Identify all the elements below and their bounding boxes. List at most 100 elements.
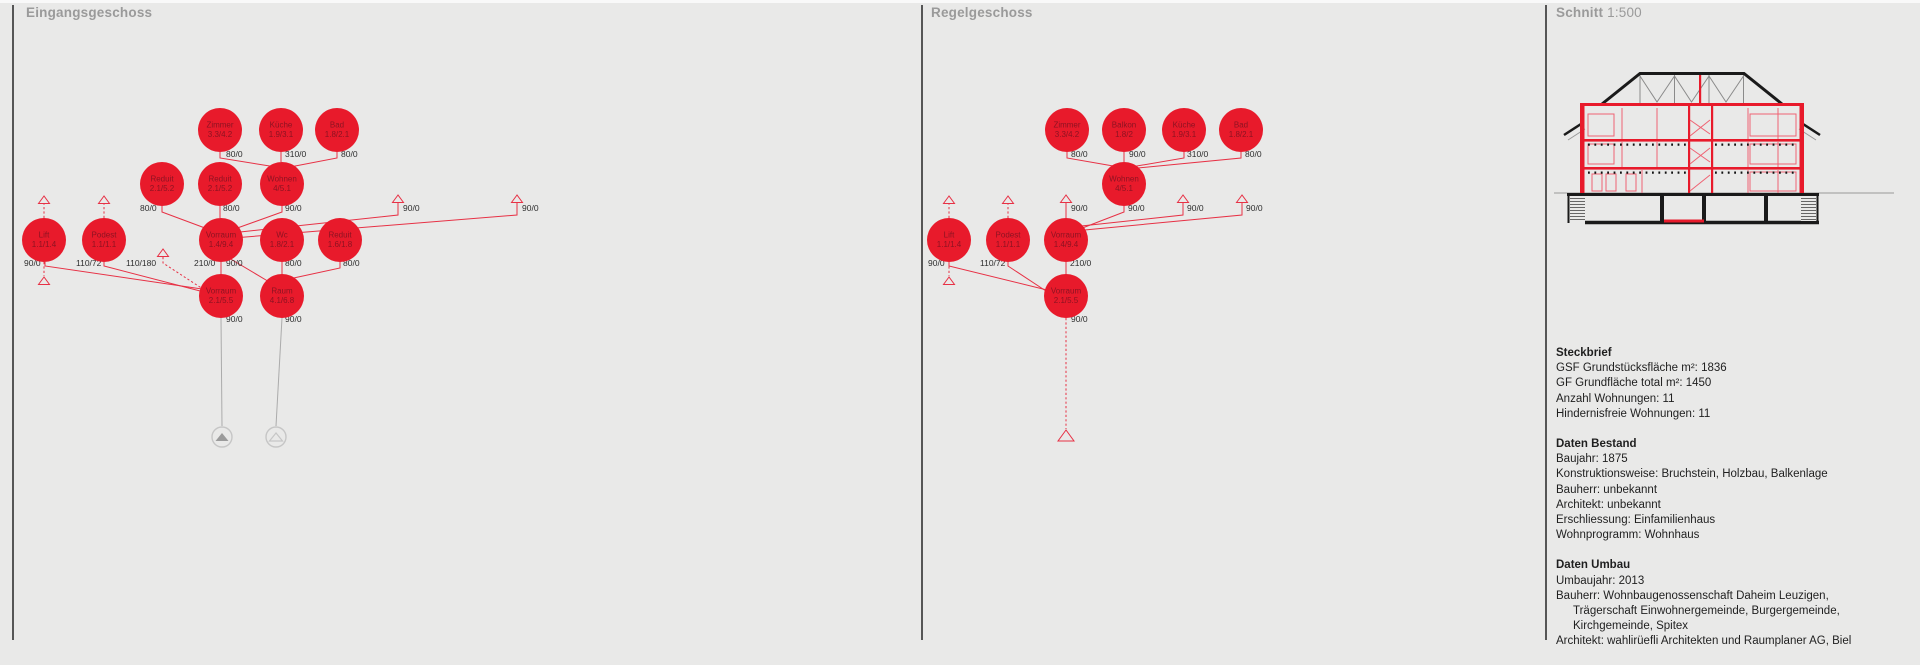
- room-node-label: Bad 1.8/2.1: [1229, 121, 1254, 140]
- room-node-label: Wc 1.8/2.1: [270, 231, 295, 250]
- info-line: Architekt: unbekannt: [1556, 498, 1661, 511]
- room-node: [260, 218, 304, 262]
- edge-label: 210/0: [194, 258, 216, 268]
- page-top-strip: [0, 0, 1920, 3]
- info-line: Kirchgemeinde, Spitex: [1573, 620, 1689, 633]
- panel-title-eingangsgeschoss: Eingangsgeschoss: [26, 5, 153, 20]
- basement-red-slab: [1664, 219, 1704, 223]
- interior-partitions: [1587, 108, 1797, 193]
- room-node-label: Vorraum 2.1/5.5: [206, 287, 237, 306]
- info-line: GF Grundfläche total m²: 1450: [1556, 377, 1712, 390]
- edge-label: 90/0: [226, 314, 243, 324]
- info-line: Umbaujahr: 2013: [1556, 574, 1645, 587]
- info-line: Baujahr: 1875: [1556, 453, 1628, 466]
- edge-label: 310/0: [285, 149, 307, 159]
- edge-label: 90/0: [1129, 149, 1146, 159]
- room-node: [927, 218, 971, 262]
- connection-line: [289, 152, 338, 168]
- edge-label: 80/0: [226, 149, 243, 159]
- direction-arrow: [37, 195, 51, 204]
- info-line: Architekt: wahlirüefli Architekten und R…: [1556, 635, 1852, 648]
- edge-label: 90/0: [928, 258, 945, 268]
- stair-exit-circle: [265, 426, 287, 448]
- edge-label: 90/0: [285, 314, 302, 324]
- basement-stair-left: [1570, 196, 1585, 221]
- connection-line: [230, 203, 399, 234]
- room-node-label: Küche 1.9/3.1: [269, 121, 294, 140]
- room-node: [1162, 108, 1206, 152]
- direction-arrow: [391, 194, 405, 203]
- edge-label: 90/0: [285, 203, 302, 213]
- direction-arrow: [97, 195, 111, 204]
- direction-arrow: [37, 276, 51, 285]
- edge-label: 90/0: [24, 258, 41, 268]
- edge-label: 80/0: [140, 203, 157, 213]
- edge-label: 310/0: [1187, 149, 1209, 159]
- room-node-label: Wohnen 4/5.1: [1109, 175, 1139, 194]
- room-node-label: Vorraum 1.4/9.4: [206, 231, 237, 250]
- connection-line: [228, 257, 272, 284]
- info-line: Konstruktionsweise: Bruchstein, Holzbau,…: [1556, 468, 1828, 481]
- connection-line: [1071, 203, 1184, 228]
- exit-line: [275, 317, 283, 427]
- connection-line: [219, 152, 277, 168]
- edge-label: 80/0: [343, 258, 360, 268]
- edge-label: 110/72: [980, 258, 1006, 268]
- info-sections: Steckbrief GSF Grundstücksfläche m²: 1836…: [1556, 346, 1916, 665]
- room-node-label: Podest 1.1/1.1: [92, 231, 118, 250]
- connection-line: [162, 257, 207, 292]
- info-line: Bauherr: Wohnbaugenossenschaft Daheim Le…: [1556, 589, 1829, 602]
- stair-exit-triangle: [268, 432, 284, 442]
- exit-line: [220, 317, 223, 427]
- info-line: GSF Grundstücksfläche m²: 1836: [1556, 362, 1727, 375]
- room-node-label: Vorraum 2.1/5.5: [1051, 287, 1082, 306]
- room-node-label: Reduit 1.6/1.8: [328, 231, 353, 250]
- direction-arrow: [1059, 194, 1073, 203]
- stair-exit-circle: [211, 426, 233, 448]
- room-node-label: Reduit 2.1/5.2: [150, 175, 175, 194]
- connection-line: [288, 262, 341, 280]
- edge-label: 90/0: [226, 258, 243, 268]
- edge-label: 110/180: [126, 258, 156, 268]
- room-node: [260, 274, 304, 318]
- room-node-label: Zimmer 3.3/4.2: [1053, 121, 1080, 140]
- room-node-label: Reduit 2.1/5.2: [208, 175, 233, 194]
- connection-line: [228, 206, 283, 232]
- room-node: [1102, 162, 1146, 206]
- room-node: [259, 108, 303, 152]
- info-line: Trägerschaft Einwohnergemeinde, Burgerge…: [1573, 605, 1840, 618]
- basement: [1567, 193, 1819, 225]
- room-node-label: Bad 1.8/2.1: [325, 121, 350, 140]
- room-node: [199, 274, 243, 318]
- info-heading: Daten Bestand: [1556, 438, 1637, 451]
- bubble-diagrams-canvas: 80/0 310/0 80/0 80/0 80/0 90/0 90/0 90/0 90/0 110…: [22, 108, 1263, 448]
- edge-label: 80/0: [1245, 149, 1262, 159]
- info-line: Bauherr: unbekannt: [1556, 483, 1658, 496]
- info-line: Hindernisfreie Wohnungen: 11: [1556, 407, 1711, 420]
- room-node-label: Raum 4.1/6.8: [270, 287, 295, 306]
- direction-arrow: [156, 248, 170, 257]
- direction-arrow: [1057, 429, 1075, 442]
- edge-label: 90/0: [1187, 203, 1204, 213]
- edge-label: 80/0: [341, 149, 358, 159]
- edge-label: 80/0: [223, 203, 240, 213]
- room-node: [140, 162, 184, 206]
- room-node: [1044, 274, 1088, 318]
- info-line: Erschliessung: Einfamilienhaus: [1556, 514, 1716, 527]
- room-node: [986, 218, 1030, 262]
- eave-wings: [1563, 122, 1821, 141]
- direction-arrow: [1235, 194, 1249, 203]
- bubble-diagram-regelgeschoss: 80/0 90/0 310/0 80/0 90/0 90/0 90/0 90/0 90/0 110…: [927, 108, 1263, 442]
- room-node: [315, 108, 359, 152]
- info-section: Daten Umbau Umbaujahr: 2013 Bauherr: Wohnb…: [1556, 558, 1916, 649]
- room-node-label: Wohnen 4/5.1: [267, 175, 297, 194]
- edge-label: 80/0: [1071, 149, 1088, 159]
- direction-arrow: [942, 276, 956, 285]
- room-node-label: Lift 1.1/1.4: [937, 231, 962, 250]
- room-node: [1102, 108, 1146, 152]
- basement-stair-right: [1801, 196, 1816, 221]
- info-section: Steckbrief GSF Grundstücksfläche m²: 1836…: [1556, 346, 1916, 422]
- schnitt-label: Schnitt: [1556, 5, 1604, 20]
- edge-label: 90/0: [1071, 203, 1088, 213]
- connection-line: [1130, 152, 1185, 168]
